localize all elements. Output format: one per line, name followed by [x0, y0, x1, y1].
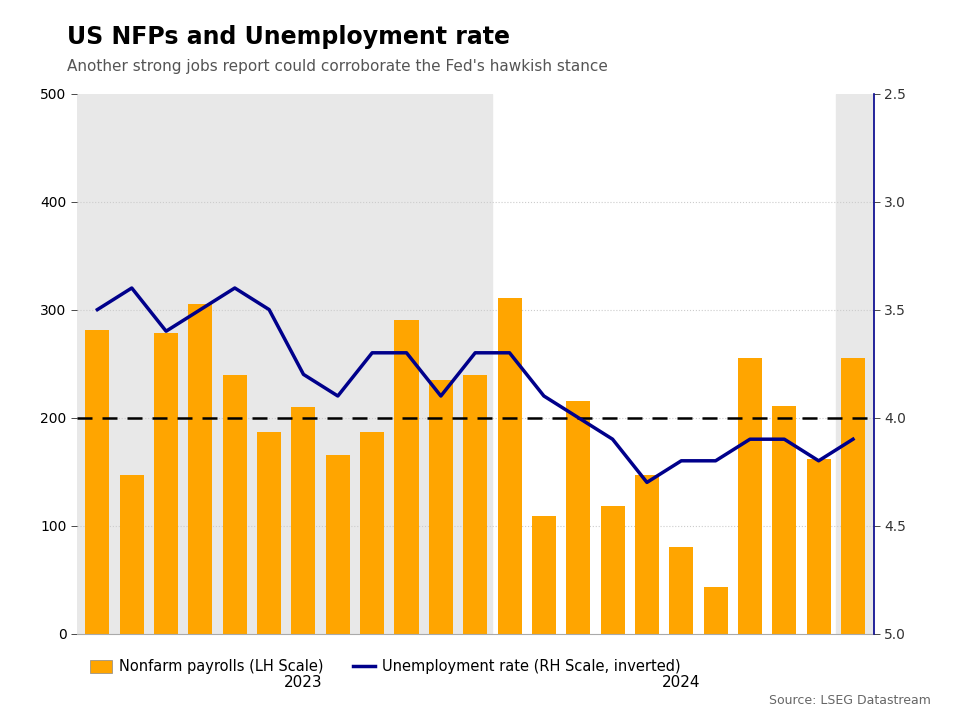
Bar [325, 455, 349, 634]
Bar [601, 506, 625, 634]
Bar [738, 358, 762, 634]
Bar [223, 376, 247, 634]
Bar [120, 475, 144, 634]
Bar [257, 431, 281, 634]
Bar [188, 304, 212, 634]
Text: 2023: 2023 [284, 675, 323, 690]
Bar [566, 401, 590, 634]
Bar [360, 431, 384, 634]
Bar [395, 320, 419, 634]
Bar [77, 94, 492, 634]
Bar [429, 380, 453, 634]
Bar [532, 516, 556, 634]
Bar [635, 475, 659, 634]
Bar [836, 94, 874, 634]
Legend: Nonfarm payrolls (LH Scale), Unemployment rate (RH Scale, inverted): Nonfarm payrolls (LH Scale), Unemploymen… [84, 654, 686, 680]
Text: US NFPs and Unemployment rate: US NFPs and Unemployment rate [67, 25, 510, 49]
Text: 2024: 2024 [662, 675, 701, 690]
Bar [292, 407, 316, 634]
Bar [154, 333, 179, 634]
Bar [497, 298, 521, 634]
Bar [841, 358, 865, 634]
Bar [463, 376, 488, 634]
Text: Another strong jobs report could corroborate the Fed's hawkish stance: Another strong jobs report could corrobo… [67, 59, 608, 74]
Bar [669, 547, 693, 634]
Text: Source: LSEG Datastream: Source: LSEG Datastream [769, 694, 931, 707]
Bar [772, 405, 797, 634]
Bar [704, 588, 728, 634]
Bar [85, 330, 109, 634]
Bar [806, 459, 830, 634]
